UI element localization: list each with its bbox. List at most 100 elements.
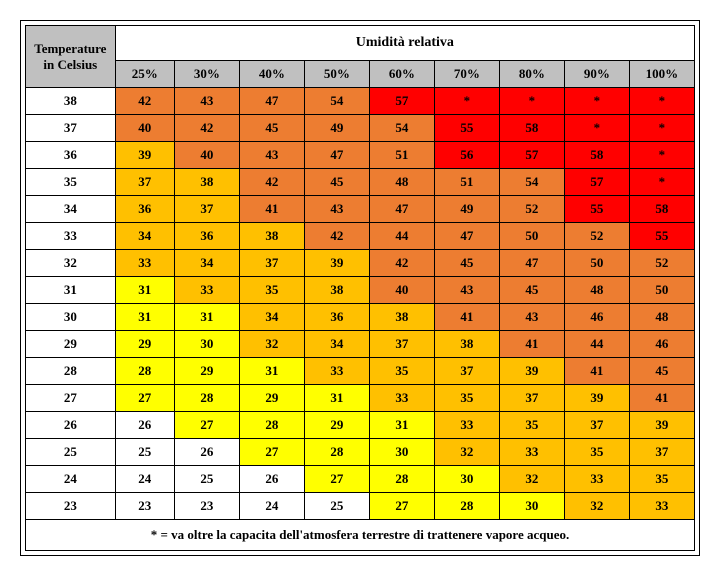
data-cell: 43 xyxy=(499,304,564,331)
row-label: 35 xyxy=(26,169,116,196)
data-cell: 40 xyxy=(174,142,239,169)
data-cell: 26 xyxy=(174,439,239,466)
table-row: 29293032343738414446 xyxy=(26,331,695,358)
data-cell: 43 xyxy=(239,142,304,169)
data-cell: 43 xyxy=(174,88,239,115)
header-corner: Temperature in Celsius xyxy=(26,26,116,88)
data-cell: 35 xyxy=(434,385,499,412)
data-cell: 33 xyxy=(369,385,434,412)
data-cell: 24 xyxy=(239,493,304,520)
table-row: 31313335384043454850 xyxy=(26,277,695,304)
data-cell: 40 xyxy=(115,115,174,142)
row-label: 29 xyxy=(26,331,116,358)
data-cell: 36 xyxy=(304,304,369,331)
data-cell: 43 xyxy=(434,277,499,304)
data-cell: 31 xyxy=(369,412,434,439)
data-cell: * xyxy=(564,115,629,142)
row-label: 37 xyxy=(26,115,116,142)
data-cell: 31 xyxy=(115,277,174,304)
table-row: 26262728293133353739 xyxy=(26,412,695,439)
data-cell: 37 xyxy=(369,331,434,358)
data-cell: 58 xyxy=(629,196,694,223)
data-cell: 38 xyxy=(304,277,369,304)
data-cell: 57 xyxy=(564,169,629,196)
data-cell: 30 xyxy=(499,493,564,520)
table-row: 28282931333537394145 xyxy=(26,358,695,385)
data-cell: 26 xyxy=(115,412,174,439)
data-cell: 25 xyxy=(115,439,174,466)
data-cell: 39 xyxy=(115,142,174,169)
data-cell: 52 xyxy=(499,196,564,223)
data-cell: 39 xyxy=(564,385,629,412)
data-cell: 41 xyxy=(564,358,629,385)
data-cell: * xyxy=(629,169,694,196)
data-cell: 51 xyxy=(434,169,499,196)
table-row: 363940434751565758* xyxy=(26,142,695,169)
column-header: 50% xyxy=(304,61,369,88)
row-label: 36 xyxy=(26,142,116,169)
data-cell: 27 xyxy=(239,439,304,466)
data-cell: 37 xyxy=(499,385,564,412)
column-header: 30% xyxy=(174,61,239,88)
data-cell: 45 xyxy=(239,115,304,142)
data-cell: 47 xyxy=(304,142,369,169)
data-cell: * xyxy=(629,115,694,142)
row-label: 38 xyxy=(26,88,116,115)
data-cell: 26 xyxy=(239,466,304,493)
data-cell: 45 xyxy=(499,277,564,304)
data-cell: 27 xyxy=(304,466,369,493)
heat-index-table: Temperature in Celsius Umidità relativa … xyxy=(25,25,695,551)
data-cell: 39 xyxy=(499,358,564,385)
data-cell: 40 xyxy=(369,277,434,304)
data-cell: 38 xyxy=(434,331,499,358)
data-cell: 37 xyxy=(174,196,239,223)
data-cell: 33 xyxy=(629,493,694,520)
data-cell: 55 xyxy=(629,223,694,250)
data-cell: 42 xyxy=(239,169,304,196)
data-cell: 45 xyxy=(434,250,499,277)
data-cell: 46 xyxy=(564,304,629,331)
table-row: 32333437394245475052 xyxy=(26,250,695,277)
row-label: 25 xyxy=(26,439,116,466)
data-cell: 27 xyxy=(174,412,239,439)
column-header: 25% xyxy=(115,61,174,88)
footnote: * = va oltre la capacita dell'atmosfera … xyxy=(26,520,695,551)
data-cell: 38 xyxy=(369,304,434,331)
data-cell: 35 xyxy=(629,466,694,493)
data-cell: 37 xyxy=(434,358,499,385)
data-cell: 55 xyxy=(434,115,499,142)
data-cell: 38 xyxy=(239,223,304,250)
table-row: 3740424549545558** xyxy=(26,115,695,142)
data-cell: 50 xyxy=(499,223,564,250)
column-header: 90% xyxy=(564,61,629,88)
data-cell: * xyxy=(564,88,629,115)
data-cell: * xyxy=(629,88,694,115)
data-cell: 36 xyxy=(174,223,239,250)
row-label: 27 xyxy=(26,385,116,412)
data-cell: 52 xyxy=(564,223,629,250)
row-label: 34 xyxy=(26,196,116,223)
heat-index-table-container: Temperature in Celsius Umidità relativa … xyxy=(20,20,700,556)
row-label: 24 xyxy=(26,466,116,493)
data-cell: 34 xyxy=(115,223,174,250)
row-label: 23 xyxy=(26,493,116,520)
column-header: 40% xyxy=(239,61,304,88)
table-row: 25252627283032333537 xyxy=(26,439,695,466)
data-cell: 23 xyxy=(174,493,239,520)
data-cell: 23 xyxy=(115,493,174,520)
data-cell: 33 xyxy=(564,466,629,493)
data-cell: 56 xyxy=(434,142,499,169)
data-cell: 31 xyxy=(174,304,239,331)
data-cell: 33 xyxy=(115,250,174,277)
data-cell: 54 xyxy=(499,169,564,196)
column-header: 80% xyxy=(499,61,564,88)
data-cell: 29 xyxy=(304,412,369,439)
data-cell: 28 xyxy=(304,439,369,466)
row-label: 26 xyxy=(26,412,116,439)
row-label: 28 xyxy=(26,358,116,385)
data-cell: 57 xyxy=(369,88,434,115)
data-cell: 33 xyxy=(174,277,239,304)
data-cell: 47 xyxy=(369,196,434,223)
data-cell: 28 xyxy=(174,385,239,412)
data-cell: 49 xyxy=(304,115,369,142)
